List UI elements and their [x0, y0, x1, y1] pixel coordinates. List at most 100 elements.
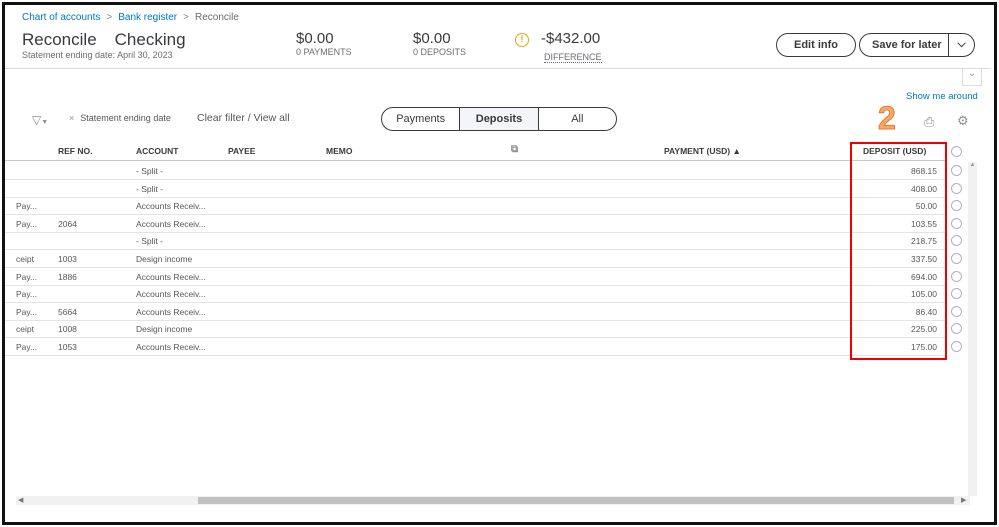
- table-row[interactable]: Pay... Accounts Receiv... 50.00: [5, 197, 945, 216]
- account-cell: Design income: [136, 324, 193, 335]
- breadcrumb-current: Reconcile: [194, 12, 239, 23]
- statement-date: Statement ending date: April 30, 2023: [22, 50, 173, 60]
- divider: [5, 68, 991, 69]
- table-row[interactable]: Pay... 2064 Accounts Receiv... 103.55: [5, 215, 945, 233]
- scroll-right-icon[interactable]: ▶: [961, 497, 967, 504]
- deposit-cell: 408.00: [911, 183, 937, 194]
- difference-summary: -$432.00 DIFFERENCE: [541, 30, 602, 65]
- breadcrumb-chart-of-accounts[interactable]: Chart of accounts: [22, 12, 101, 23]
- table-row[interactable]: Pay... 1053 Accounts Receiv... 175.00: [5, 338, 945, 356]
- breadcrumb-bank-register[interactable]: Bank register: [118, 12, 178, 23]
- deposits-label: 0 DEPOSITS: [413, 47, 467, 57]
- deposits-amount: $0.00: [413, 30, 451, 47]
- filter-icon[interactable]: ▽▼: [32, 113, 49, 127]
- type-cell: Pay...: [16, 342, 38, 352]
- row-select-radio[interactable]: [951, 270, 962, 282]
- vertical-scrollbar[interactable]: ▲: [968, 162, 977, 496]
- sort-ascending-icon: ▲: [732, 146, 741, 156]
- gear-icon[interactable]: ⚙: [957, 113, 969, 128]
- col-payment[interactable]: PAYMENT (USD) ▲: [664, 146, 741, 156]
- table-row[interactable]: Pay... 5664 Accounts Receiv... 86.40: [5, 303, 945, 321]
- deposit-cell: 218.75: [911, 236, 937, 247]
- page-title: Reconcile Checking: [22, 30, 186, 50]
- copy-icon[interactable]: ⧉: [511, 144, 519, 155]
- print-icon[interactable]: ⎙: [924, 114, 935, 129]
- save-for-later-button[interactable]: Save for later ⌵: [859, 33, 975, 57]
- account-cell: - Split -: [136, 183, 163, 194]
- scroll-up-icon[interactable]: ▲: [969, 162, 976, 168]
- table-row[interactable]: Pay... 1886 Accounts Receiv... 694.00: [5, 268, 945, 286]
- col-deposit[interactable]: DEPOSIT (USD): [863, 146, 927, 156]
- scroll-left-icon[interactable]: ◀: [18, 497, 24, 504]
- ref-cell: 5664: [58, 306, 77, 317]
- table-row[interactable]: - Split - 218.75: [5, 232, 945, 251]
- ref-cell: 1886: [58, 271, 77, 282]
- type-cell: Pay...: [16, 271, 38, 282]
- save-for-later-label: Save for later: [872, 39, 942, 51]
- ref-cell: 1003: [58, 254, 77, 264]
- row-select-radio[interactable]: [951, 323, 962, 335]
- row-select-radio[interactable]: [951, 253, 962, 264]
- account-cell: - Split -: [136, 236, 163, 247]
- table-row[interactable]: ceipt 1003 Design income 337.50: [5, 250, 945, 268]
- deposit-cell: 86.40: [915, 306, 937, 317]
- tab-payments[interactable]: Payments: [382, 108, 461, 130]
- show-me-around-link[interactable]: Show me around: [906, 91, 978, 102]
- filter-chip-label: Statement ending date: [80, 113, 171, 123]
- row-select-radio[interactable]: [951, 305, 962, 317]
- table-row[interactable]: - Split - 868.15: [5, 162, 945, 180]
- difference-label[interactable]: DIFFERENCE: [544, 52, 602, 63]
- deposit-cell: 337.50: [911, 254, 937, 264]
- row-select-radio[interactable]: [951, 341, 962, 352]
- transaction-type-tabs: Payments Deposits All: [381, 107, 617, 131]
- ref-cell: 1008: [58, 324, 77, 335]
- account-name: Checking: [114, 30, 186, 49]
- deposits-summary: $0.00 0 DEPOSITS: [413, 30, 466, 57]
- breadcrumb: Chart of accounts > Bank register > Reconcil…: [22, 12, 239, 23]
- deposit-cell: 175.00: [911, 342, 937, 352]
- clear-filter-link[interactable]: Clear filter / View all: [197, 112, 290, 124]
- col-payee[interactable]: PAYEE: [228, 146, 256, 156]
- difference-amount: -$432.00: [541, 30, 601, 47]
- annotation-number: 2: [878, 100, 897, 137]
- table-row[interactable]: ceipt 1008 Design income 225.00: [5, 320, 945, 339]
- tab-deposits[interactable]: Deposits: [460, 108, 539, 130]
- type-cell: ceipt: [16, 254, 34, 264]
- row-select-radio[interactable]: [951, 217, 962, 229]
- table-row[interactable]: Pay... Accounts Receiv... 105.00: [5, 285, 945, 304]
- deposit-cell: 50.00: [915, 201, 937, 212]
- type-cell: Pay...: [16, 306, 38, 317]
- col-memo[interactable]: MEMO: [326, 146, 353, 156]
- col-ref-no[interactable]: REF NO.: [58, 146, 93, 156]
- filter-chip[interactable]: × Statement ending date: [69, 113, 171, 123]
- close-icon[interactable]: ×: [69, 113, 75, 123]
- row-select-radio[interactable]: [951, 288, 962, 300]
- tab-all[interactable]: All: [571, 113, 584, 125]
- edit-info-button[interactable]: Edit info: [776, 33, 856, 57]
- deposit-cell: 694.00: [911, 271, 937, 282]
- account-cell: Accounts Receiv...: [136, 271, 206, 282]
- row-select-radio[interactable]: [951, 235, 962, 247]
- account-cell: Accounts Receiv...: [136, 342, 206, 352]
- table-row[interactable]: - Split - 408.00: [5, 180, 945, 198]
- collapse-chevron-icon[interactable]: ⌄: [962, 68, 982, 86]
- account-cell: Accounts Receiv...: [136, 289, 206, 300]
- payments-amount: $0.00: [296, 30, 334, 47]
- select-all-radio[interactable]: [951, 146, 962, 157]
- col-payment-label: PAYMENT (USD): [664, 146, 731, 156]
- title-text: Reconcile: [22, 30, 97, 49]
- scrollbar-thumb[interactable]: [198, 497, 954, 504]
- row-select-radio[interactable]: [951, 165, 962, 176]
- type-cell: Pay...: [16, 289, 38, 300]
- payments-summary: $0.00 0 PAYMENTS: [296, 30, 352, 57]
- account-cell: Accounts Receiv...: [136, 218, 206, 229]
- deposit-cell: 105.00: [911, 289, 937, 300]
- payments-label: 0 PAYMENTS: [296, 47, 352, 57]
- chevron-down-icon[interactable]: ⌵: [948, 34, 974, 56]
- account-cell: Accounts Receiv...: [136, 201, 206, 212]
- account-cell: Design income: [136, 254, 193, 264]
- row-select-radio[interactable]: [951, 182, 962, 194]
- col-account[interactable]: ACCOUNT: [136, 146, 179, 156]
- row-select-radio[interactable]: [951, 200, 962, 212]
